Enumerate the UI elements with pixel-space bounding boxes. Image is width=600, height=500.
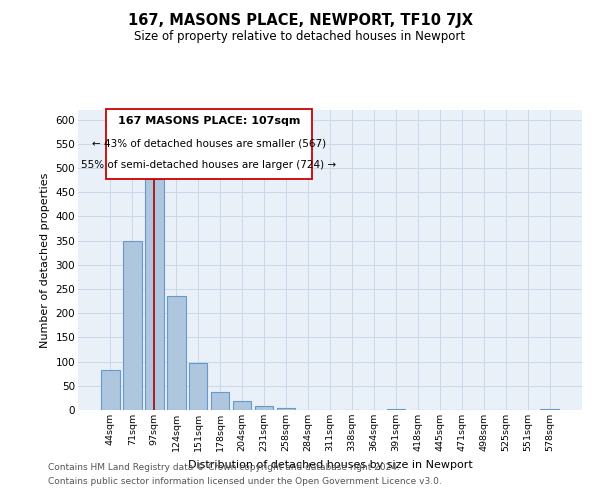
Bar	[123, 240, 142, 410]
X-axis label: Distribution of detached houses by size in Newport: Distribution of detached houses by size …	[188, 460, 472, 469]
Bar	[145, 178, 164, 410]
Bar	[101, 370, 119, 410]
Text: 167 MASONS PLACE: 107sqm: 167 MASONS PLACE: 107sqm	[118, 116, 300, 126]
Text: 55% of semi-detached houses are larger (724) →: 55% of semi-detached houses are larger (…	[82, 160, 337, 170]
Bar	[255, 406, 274, 410]
Bar	[277, 408, 295, 410]
Bar	[211, 392, 229, 410]
Y-axis label: Number of detached properties: Number of detached properties	[40, 172, 50, 348]
Bar	[233, 401, 251, 410]
Bar	[167, 296, 185, 410]
Text: 167, MASONS PLACE, NEWPORT, TF10 7JX: 167, MASONS PLACE, NEWPORT, TF10 7JX	[128, 12, 473, 28]
Text: Contains HM Land Registry data © Crown copyright and database right 2024.: Contains HM Land Registry data © Crown c…	[48, 464, 400, 472]
Text: Size of property relative to detached houses in Newport: Size of property relative to detached ho…	[134, 30, 466, 43]
Text: Contains public sector information licensed under the Open Government Licence v3: Contains public sector information licen…	[48, 477, 442, 486]
Bar	[386, 409, 405, 410]
Text: ← 43% of detached houses are smaller (567): ← 43% of detached houses are smaller (56…	[92, 138, 326, 149]
FancyBboxPatch shape	[106, 108, 313, 179]
Bar	[541, 409, 559, 410]
Bar	[189, 363, 208, 410]
